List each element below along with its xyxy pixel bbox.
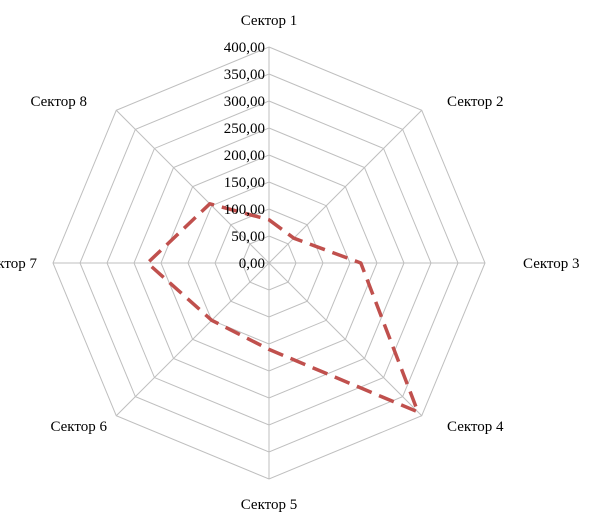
- tick-label: 0,00: [239, 256, 265, 272]
- tick-label: 50,00: [231, 229, 265, 245]
- category-label: Сектор 2: [447, 94, 504, 110]
- series-line: [145, 202, 420, 414]
- category-labels: Сектор 1 Сектор 2 Сектор 3 Сектор 4 Сектор 5…: [0, 13, 580, 513]
- category-label: Сектор 7: [0, 256, 37, 272]
- tick-label: 100,00: [224, 202, 265, 218]
- category-label: Сектор 4: [447, 419, 504, 435]
- radar-series: [145, 202, 420, 414]
- grid-spoke: [268, 262, 423, 417]
- category-label: Сектор 5: [241, 497, 298, 513]
- grid-spoke: [115, 109, 270, 264]
- category-label: Сектор 8: [30, 94, 87, 110]
- category-label: Сектор 3: [523, 256, 580, 272]
- tick-label: 200,00: [224, 148, 265, 164]
- tick-label: 400,00: [224, 40, 265, 56]
- grid-spoke: [115, 262, 270, 417]
- radar-grid: [52, 46, 486, 480]
- radial-tick-labels: 0,00 50,00 100,00 150,00 200,00 250,00 300,00 3…: [224, 40, 265, 272]
- category-label: Сектор 6: [50, 419, 107, 435]
- grid-spoke: [268, 109, 423, 264]
- tick-label: 150,00: [224, 175, 265, 191]
- tick-label: 250,00: [224, 121, 265, 137]
- category-label: Сектор 1: [241, 13, 298, 29]
- tick-label: 300,00: [224, 94, 265, 110]
- tick-label: 350,00: [224, 67, 265, 83]
